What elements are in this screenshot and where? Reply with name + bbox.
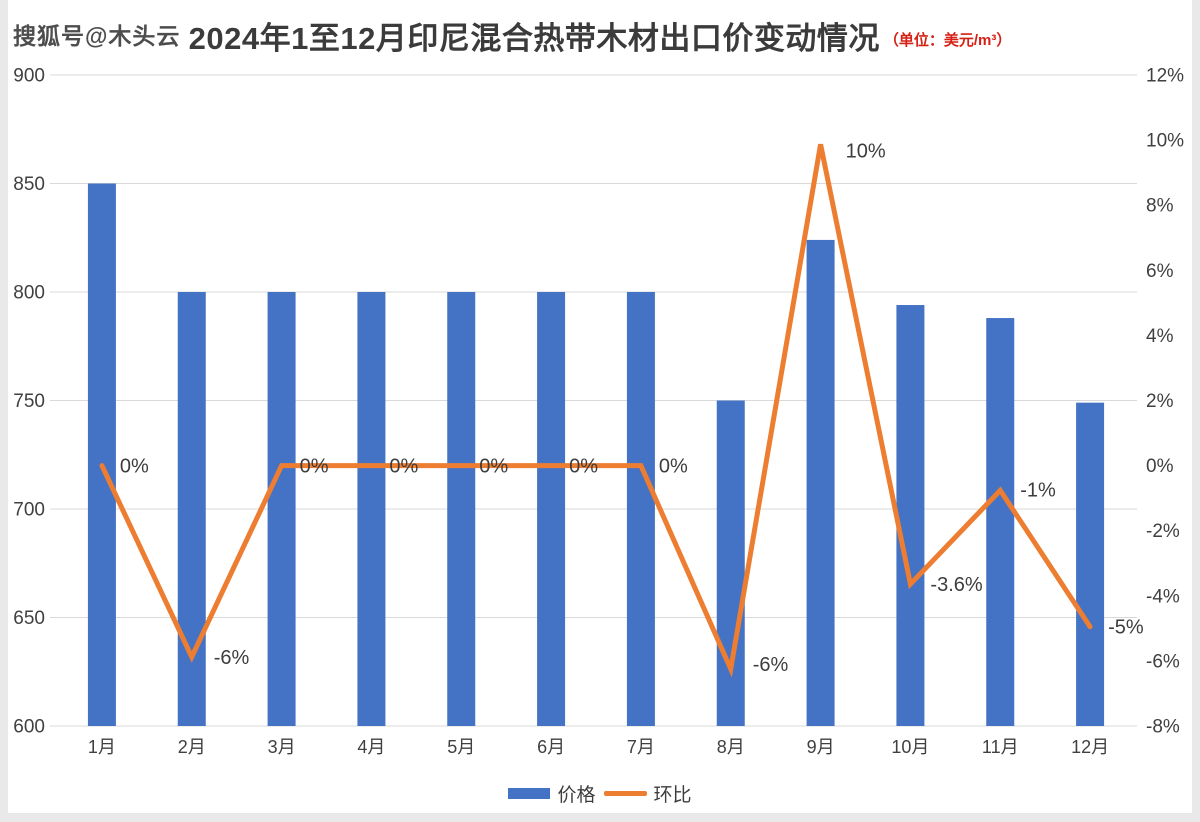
mom-data-label-7月: 0% xyxy=(659,456,688,478)
chart-legend: 价格 环比 xyxy=(0,778,1200,808)
legend-mom-swatch-icon xyxy=(603,790,647,796)
chart-title: 2024年1至12月印尼混合热带木材出口价变动情况 （单位：美元/m³） xyxy=(0,12,1200,58)
x-axis-label: 1月 xyxy=(88,737,116,757)
left-axis-tick: 750 xyxy=(13,391,45,412)
bar-12月 xyxy=(1076,402,1105,726)
mom-data-label-12月: -5% xyxy=(1108,617,1144,639)
mom-data-label-6月: 0% xyxy=(569,456,598,478)
x-axis-label: 6月 xyxy=(537,737,565,757)
bar-11月 xyxy=(986,318,1015,726)
left-axis-tick: 650 xyxy=(13,608,45,629)
mom-data-label-4月: 0% xyxy=(389,456,418,478)
bar-5月 xyxy=(447,292,476,726)
bar-6月 xyxy=(537,292,566,726)
right-axis-tick: -6% xyxy=(1146,651,1180,672)
left-axis-tick: 850 xyxy=(13,174,45,195)
mom-data-label-8月: -6% xyxy=(753,654,789,676)
right-axis-tick: -4% xyxy=(1146,586,1180,607)
right-axis-tick: 4% xyxy=(1146,326,1174,347)
right-axis-tick: 12% xyxy=(1146,66,1184,87)
x-axis-label: 12月 xyxy=(1071,737,1109,757)
legend-item-mom: 环比 xyxy=(603,780,692,807)
left-axis-tick: 800 xyxy=(13,283,45,304)
right-axis-tick: -8% xyxy=(1146,717,1180,738)
right-axis-tick: 2% xyxy=(1146,391,1174,412)
right-axis-tick: 8% xyxy=(1146,196,1174,217)
bar-4月 xyxy=(357,292,386,726)
legend-mom-label: 环比 xyxy=(653,784,692,806)
mom-data-label-2月: -6% xyxy=(214,647,250,669)
bar-7月 xyxy=(626,292,655,726)
legend-price-label: 价格 xyxy=(557,784,596,806)
left-axis-tick: 900 xyxy=(13,66,45,87)
mom-data-label-3月: 0% xyxy=(300,456,329,478)
bar-10月 xyxy=(896,305,925,726)
bar-1月 xyxy=(87,183,116,726)
right-axis-tick: 6% xyxy=(1146,261,1174,282)
x-axis-label: 2月 xyxy=(178,737,206,757)
x-axis-label: 10月 xyxy=(891,737,929,757)
mom-data-label-11月: -1% xyxy=(1020,479,1056,501)
x-axis-label: 5月 xyxy=(447,737,475,757)
x-axis-label: 3月 xyxy=(268,737,296,757)
x-axis-label: 4月 xyxy=(357,737,385,757)
bar-8月 xyxy=(716,400,745,726)
right-axis-tick: -2% xyxy=(1146,521,1180,542)
bar-3月 xyxy=(267,292,296,726)
left-axis-tick: 600 xyxy=(13,717,45,738)
mom-data-label-5月: 0% xyxy=(479,456,508,478)
x-axis-label: 8月 xyxy=(717,737,745,757)
mom-data-label-10月: -3.6% xyxy=(930,574,982,596)
chart-title-text: 2024年1至12月印尼混合热带木材出口价变动情况 xyxy=(188,20,880,56)
mom-data-label-1月: 0% xyxy=(120,456,149,478)
legend-price-swatch-icon xyxy=(508,787,551,799)
bar-9月 xyxy=(806,239,835,727)
right-axis-tick: 0% xyxy=(1146,456,1174,477)
right-axis-tick: 10% xyxy=(1146,131,1184,152)
x-axis-label: 11月 xyxy=(982,737,1019,757)
watermark-sohu: 搜狐号@木头云 xyxy=(13,23,181,49)
x-axis-label: 7月 xyxy=(627,737,655,757)
legend-item-price: 价格 xyxy=(508,780,596,807)
mom-change-line xyxy=(99,143,1093,678)
mom-data-label-9月: 10% xyxy=(846,140,886,162)
x-axis-label: 9月 xyxy=(807,737,835,757)
left-axis-tick: 700 xyxy=(13,500,45,521)
chart-title-unit: （单位：美元/m³） xyxy=(883,31,1012,49)
